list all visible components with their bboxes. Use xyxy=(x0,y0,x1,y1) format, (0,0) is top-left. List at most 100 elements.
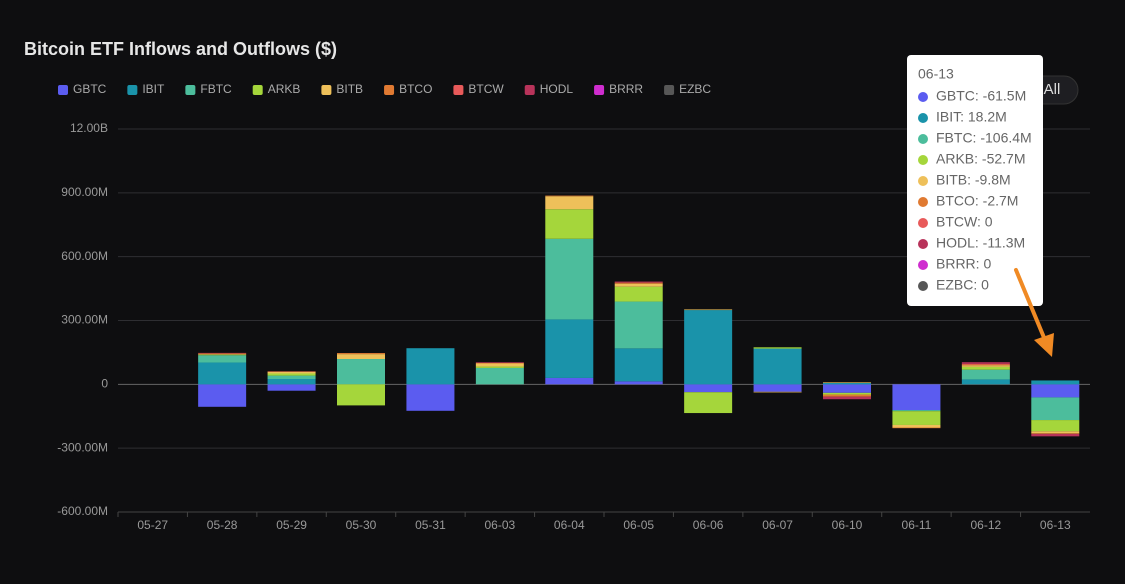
x-tick-label: 05-28 xyxy=(207,518,238,532)
x-tick-label: 06-04 xyxy=(554,518,585,532)
legend-swatch xyxy=(664,85,675,95)
bar-segment xyxy=(267,371,316,374)
legend-swatch xyxy=(185,85,196,95)
bar-segment xyxy=(475,362,524,363)
bar-segment xyxy=(267,373,316,376)
legend-label: BTCW xyxy=(468,82,504,96)
bar-segment xyxy=(823,396,871,400)
legend-label: IBIT xyxy=(142,82,165,96)
bar-segment xyxy=(198,362,247,385)
bar-segment xyxy=(1031,380,1080,385)
tooltip-item: BRRR: 0 xyxy=(936,256,991,272)
tooltip-dot xyxy=(918,197,928,207)
bar-segment xyxy=(961,369,1010,380)
bar-segment xyxy=(753,391,802,393)
tooltip-title: 06-13 xyxy=(918,66,954,82)
y-tick-label: -600.00M xyxy=(57,504,108,518)
tooltip-dot xyxy=(918,134,928,144)
bar-segment xyxy=(545,209,594,239)
legend-label: ARKB xyxy=(268,82,301,96)
bar-segment xyxy=(337,353,385,355)
bar-segment xyxy=(198,355,247,363)
legend-swatch xyxy=(58,85,68,95)
button-label[interactable]: All xyxy=(1044,81,1061,98)
bar-segment xyxy=(267,379,316,385)
y-tick-label: 300.00M xyxy=(61,313,108,327)
bar-segment xyxy=(961,362,1010,364)
bar-segment xyxy=(475,367,524,385)
legend-label: BTCO xyxy=(399,82,432,96)
x-tick-label: 05-29 xyxy=(276,518,307,532)
chart-title: Bitcoin ETF Inflows and Outflows ($) xyxy=(24,39,337,59)
legend-label: BRRR xyxy=(609,82,643,96)
bar-segment xyxy=(545,377,594,385)
bar-segment xyxy=(892,384,941,411)
tooltip-dot xyxy=(918,92,928,102)
bar-segment xyxy=(892,427,941,429)
legend-label: EZBC xyxy=(679,82,711,96)
bar-segment xyxy=(198,354,247,356)
bar-segment xyxy=(892,410,941,412)
bar-segment xyxy=(684,392,733,414)
y-tick-label: 12.00B xyxy=(70,121,108,135)
bar-segment xyxy=(753,348,802,385)
tooltip: 06-13 GBTC: -61.5M IBIT: 18.2M FBTC: -106.4… xyxy=(907,55,1043,306)
bar-segment xyxy=(1031,433,1080,434)
bar-segment xyxy=(475,366,524,368)
annotation-arrowhead xyxy=(1034,333,1054,357)
tooltip-bg xyxy=(907,55,1043,306)
bar-segment xyxy=(753,347,802,349)
y-tick-label: -300.00M xyxy=(57,440,108,454)
y-tick-label: 600.00M xyxy=(61,249,108,263)
x-tick-label: 06-03 xyxy=(485,518,516,532)
bar-segment xyxy=(475,363,524,367)
bar-segment xyxy=(684,309,733,311)
y-tick-label: 900.00M xyxy=(61,185,108,199)
x-tick-label: 05-31 xyxy=(415,518,446,532)
bar-segment xyxy=(823,382,871,385)
bar-segment xyxy=(961,363,1010,365)
bar-segment xyxy=(545,238,594,320)
tooltip-item: BTCW: 0 xyxy=(936,214,993,230)
tooltip-dot xyxy=(918,155,928,165)
bar-segment xyxy=(1031,431,1080,434)
tooltip-dot xyxy=(918,113,928,123)
x-tick-label: 05-30 xyxy=(346,518,377,532)
bar-segment xyxy=(823,392,871,395)
bar-segment xyxy=(475,362,524,364)
annotation-arrow xyxy=(1014,268,1047,342)
x-tick-label: 06-13 xyxy=(1040,518,1071,532)
bar-segment xyxy=(684,384,733,393)
legend-swatch xyxy=(524,85,535,95)
legend-swatch xyxy=(594,85,605,95)
bar-segment xyxy=(614,282,663,284)
legend-label: FBTC xyxy=(200,82,232,96)
bar-segment xyxy=(337,354,385,360)
x-tick-label: 05-27 xyxy=(137,518,168,532)
bar-segment xyxy=(684,310,733,385)
tooltip-item: HODL: -11.3M xyxy=(936,235,1025,251)
x-tick-label: 06-07 xyxy=(762,518,793,532)
bar-segment xyxy=(614,283,663,287)
legend-swatch xyxy=(321,85,332,95)
bar-segment xyxy=(1031,384,1080,398)
tooltip-item: BITB: -9.8M xyxy=(936,172,1011,188)
tooltip-item: GBTC: -61.5M xyxy=(936,88,1026,104)
bar-segment xyxy=(614,301,663,349)
bar-segment xyxy=(892,411,941,425)
bar-segment xyxy=(545,196,594,210)
bar-segment xyxy=(337,384,385,406)
legend-swatch xyxy=(127,85,138,95)
bar-segment xyxy=(823,384,871,393)
legend-swatch xyxy=(384,85,395,95)
bar-segment xyxy=(614,381,663,385)
tooltip-dot xyxy=(918,281,928,291)
tooltip-dot xyxy=(918,239,928,249)
bar-segment xyxy=(545,319,594,378)
bar-segment xyxy=(614,286,663,302)
bar-segment xyxy=(198,353,247,355)
bar-segment xyxy=(823,394,871,397)
x-tick-label: 06-05 xyxy=(623,518,654,532)
bar-segment xyxy=(961,366,1010,370)
